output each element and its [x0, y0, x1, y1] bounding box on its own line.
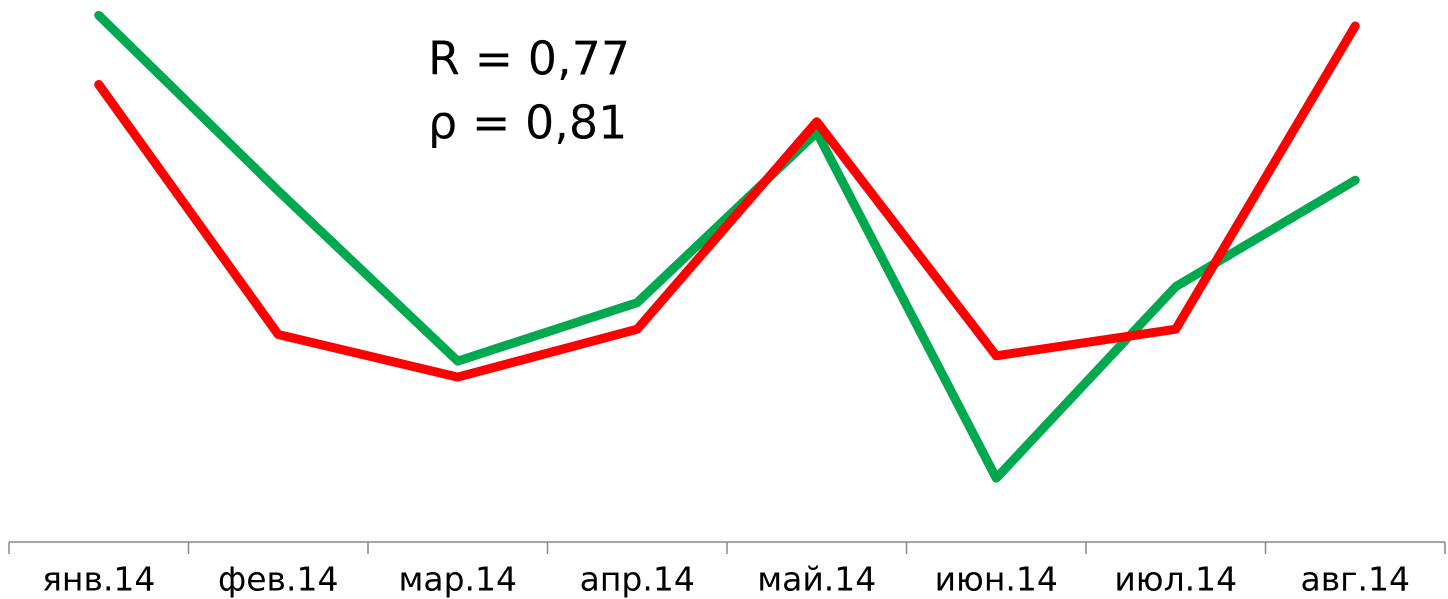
x-tick-label: мар.14	[398, 560, 517, 599]
x-tick-label: авг.14	[1301, 560, 1411, 599]
x-tick-label: май.14	[757, 560, 876, 599]
x-tick-label: июн.14	[935, 560, 1058, 599]
series-line	[94, 21, 1360, 382]
x-tick-label: июл.14	[1114, 560, 1237, 599]
annotation: ρ = 0,81	[428, 96, 627, 150]
series-line	[94, 10, 1360, 483]
annotation: R = 0,77	[428, 32, 630, 86]
x-tick-label: янв.14	[42, 560, 155, 599]
x-tick-label: фев.14	[218, 560, 338, 599]
x-tick-label: апр.14	[580, 560, 695, 599]
